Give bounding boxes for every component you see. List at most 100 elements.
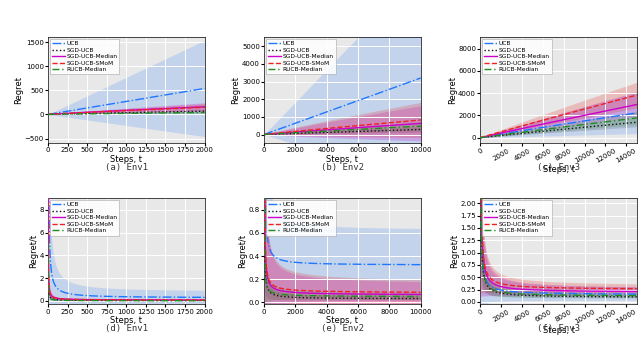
SGD-UCB-Median [279,131,287,135]
SGD-UCB-Median [589,111,597,116]
SGD-UCB-Median [495,131,503,136]
Line: SGD-UCB: SGD-UCB [48,209,205,300]
RUCB-Median [417,294,424,299]
SGD-UCB [589,294,597,299]
SGD-UCB [373,296,381,300]
SGD-UCB-SMoM [279,130,287,135]
Legend: UCB, SGD-UCB, SGD-UCB-Median, SGD-UCB-SMoM, RUCB-Median: UCB, SGD-UCB, SGD-UCB-Median, SGD-UCB-SM… [50,39,120,74]
Line: SGD-UCB-Median: SGD-UCB-Median [48,107,205,114]
SGD-UCB-Median [44,126,52,130]
SGD-UCB-Median [106,298,114,302]
RUCB-Median [311,294,319,298]
SGD-UCB [201,109,209,113]
X-axis label: Steps, t: Steps, t [543,326,575,335]
SGD-UCB-SMoM [201,105,209,109]
UCB [63,109,71,114]
Line: SGD-UCB: SGD-UCB [480,122,637,138]
RUCB-Median [417,124,424,128]
RUCB-Median [589,121,597,125]
UCB [476,136,484,140]
SGD-UCB-SMoM [143,298,150,302]
SGD-UCB [143,298,150,303]
Line: RUCB-Median: RUCB-Median [480,0,637,295]
UCB [359,97,367,101]
X-axis label: Steps, t: Steps, t [543,165,575,174]
RUCB-Median [373,294,381,298]
RUCB-Median [279,131,287,136]
SGD-UCB-Median [143,298,150,302]
SGD-UCB-SMoM [158,107,166,111]
SGD-UCB-Median [158,106,166,111]
RUCB-Median [633,293,640,298]
SGD-UCB-Median [311,291,319,295]
RUCB-Median [311,130,319,134]
UCB [323,110,330,114]
SGD-UCB [495,134,503,138]
UCB [143,96,150,100]
SGD-UCB-Median [323,292,330,296]
Text: (f) Env3: (f) Env3 [537,324,580,333]
RUCB-Median [359,294,367,298]
SGD-UCB-SMoM [311,289,319,293]
SGD-UCB-SMoM [157,298,165,302]
RUCB-Median [201,110,209,115]
UCB [575,120,582,124]
RUCB-Median [633,116,640,120]
Legend: UCB, SGD-UCB, SGD-UCB-Median, SGD-UCB-SMoM, RUCB-Median: UCB, SGD-UCB, SGD-UCB-Median, SGD-UCB-SM… [266,200,335,236]
RUCB-Median [575,293,582,297]
SGD-UCB-SMoM [417,290,424,294]
UCB [589,292,597,296]
SGD-UCB-Median [373,292,381,296]
SGD-UCB-SMoM [106,109,114,114]
SGD-UCB-Median [157,298,165,302]
SGD-UCB [575,294,582,299]
SGD-UCB [359,129,367,134]
RUCB-Median [279,292,287,297]
SGD-UCB-SMoM [495,281,503,285]
RUCB-Median [527,129,535,133]
SGD-UCB-SMoM [95,110,103,114]
UCB [374,262,382,267]
RUCB-Median [495,133,503,137]
SGD-UCB [495,290,503,295]
UCB [589,117,597,122]
SGD-UCB-SMoM [575,286,582,290]
SGD-UCB-Median [201,105,209,109]
UCB [373,91,381,96]
UCB [417,76,424,80]
SGD-UCB-SMoM [527,121,535,126]
Line: RUCB-Median: RUCB-Median [264,126,420,135]
SGD-UCB-Median [158,298,166,302]
SGD-UCB-Median [260,132,268,137]
SGD-UCB-SMoM [157,107,165,111]
Y-axis label: Regret: Regret [232,76,241,104]
SGD-UCB [373,129,381,133]
UCB [201,295,209,299]
RUCB-Median [63,298,71,303]
RUCB-Median [106,298,114,303]
UCB [311,114,319,118]
RUCB-Median [95,298,103,303]
UCB [527,290,535,295]
UCB [44,112,52,116]
UCB [527,127,535,131]
UCB [323,262,330,266]
SGD-UCB-SMoM [44,126,52,130]
SGD-UCB [527,293,535,298]
X-axis label: Steps, t: Steps, t [326,316,358,325]
UCB [495,132,503,137]
Line: UCB: UCB [264,0,420,265]
SGD-UCB-SMoM [527,285,535,289]
UCB [538,125,546,130]
SGD-UCB-SMoM [589,105,597,109]
RUCB-Median [44,241,52,246]
SGD-UCB [63,112,71,116]
Line: SGD-UCB-SMoM: SGD-UCB-SMoM [264,0,420,292]
UCB [106,102,114,106]
SGD-UCB [158,110,166,114]
SGD-UCB [374,296,382,300]
UCB [201,86,209,90]
SGD-UCB-Median [311,129,319,133]
SGD-UCB-Median [590,111,598,115]
SGD-UCB-SMoM [106,298,114,302]
